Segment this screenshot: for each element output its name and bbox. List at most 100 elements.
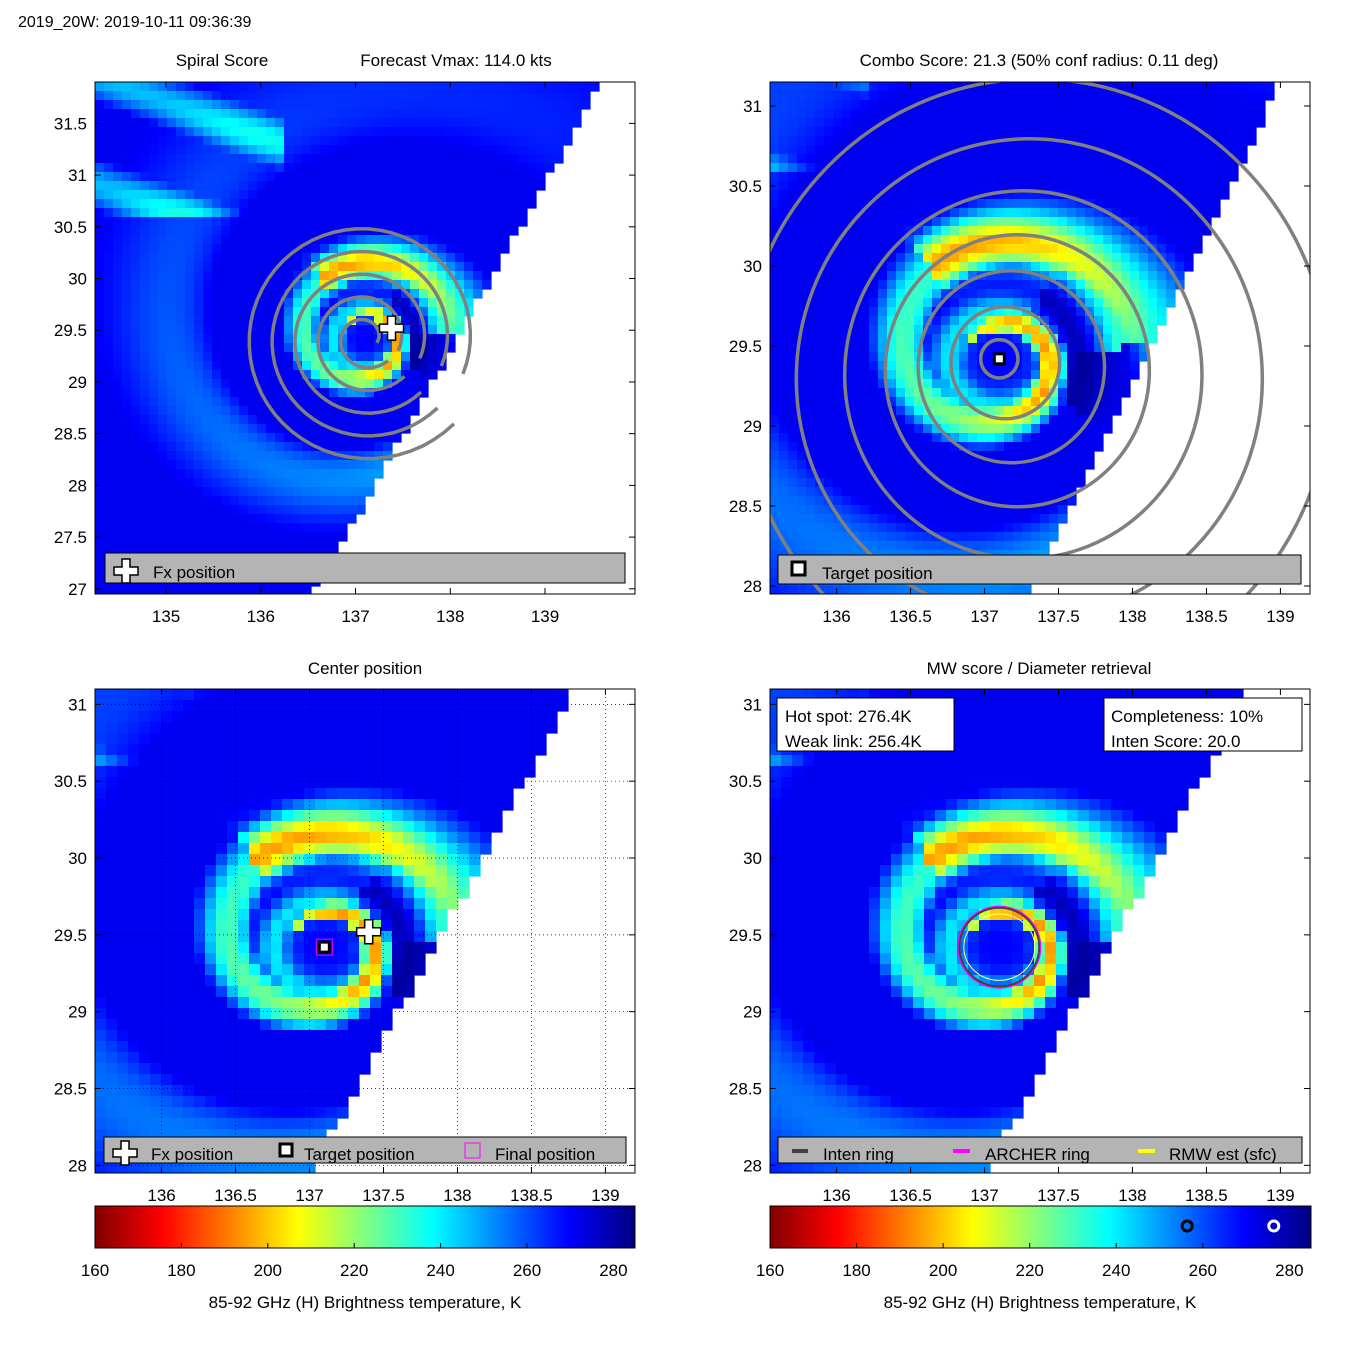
field-cell	[230, 271, 240, 281]
field-cell	[1067, 442, 1077, 452]
field-cell	[1031, 217, 1041, 227]
field-cell	[1013, 523, 1023, 533]
field-cell	[356, 172, 366, 182]
field-cell	[914, 316, 924, 326]
field-cell	[1139, 208, 1149, 218]
field-cell	[941, 406, 951, 416]
field-cell	[1004, 127, 1014, 137]
field-cell	[995, 523, 1005, 533]
field-cell	[968, 91, 978, 101]
field-cell	[158, 82, 168, 92]
field-cell	[365, 172, 375, 182]
field-cell	[302, 289, 312, 299]
field-cell	[1013, 442, 1023, 452]
field-cell	[851, 127, 861, 137]
field-cell	[482, 127, 492, 137]
y-tick-label: 31	[743, 97, 762, 116]
field-cell	[284, 514, 294, 524]
field-cell	[1022, 514, 1032, 524]
field-cell	[104, 361, 114, 371]
field-cell	[401, 316, 411, 326]
field-cell	[131, 244, 141, 254]
field-cell	[436, 711, 448, 723]
field-cell	[779, 91, 789, 101]
field-cell	[329, 343, 339, 353]
field-cell	[914, 334, 924, 344]
field-cell	[329, 487, 339, 497]
field-cell	[1013, 253, 1023, 263]
field-cell	[1004, 424, 1014, 434]
field-cell	[968, 145, 978, 155]
field-cell	[374, 451, 384, 461]
field-cell	[995, 127, 1005, 137]
field-cell	[1049, 478, 1059, 488]
field-cell	[1202, 91, 1212, 101]
field-cell	[1130, 199, 1140, 209]
field-cell	[203, 82, 213, 92]
field-cell	[437, 109, 447, 119]
field-cell	[266, 253, 276, 263]
field-cell	[1013, 316, 1023, 326]
field-cell	[248, 325, 258, 335]
field-cell	[338, 334, 348, 344]
field-cell	[194, 226, 204, 236]
field-cell	[410, 100, 420, 110]
field-cell	[266, 379, 276, 389]
field-cell	[1256, 82, 1266, 92]
field-cell	[824, 343, 834, 353]
field-cell	[221, 361, 231, 371]
field-cell	[230, 505, 240, 515]
field-cell	[788, 478, 798, 488]
field-cell	[167, 514, 177, 524]
field-cell	[113, 451, 123, 461]
field-cell	[149, 442, 159, 452]
field-cell	[554, 127, 564, 137]
field-cell	[1211, 118, 1221, 128]
field-cell	[824, 145, 834, 155]
field-cell	[347, 487, 357, 497]
field-cell	[518, 217, 528, 227]
field-cell	[1175, 100, 1185, 110]
field-cell	[221, 154, 231, 164]
field-cell	[554, 91, 564, 101]
field-cell	[140, 271, 150, 281]
field-cell	[779, 352, 789, 362]
field-cell	[806, 280, 816, 290]
field-cell	[248, 82, 258, 92]
field-cell	[887, 280, 897, 290]
field-cell	[464, 253, 474, 263]
field-cell	[842, 271, 852, 281]
field-cell	[149, 235, 159, 245]
field-cell	[311, 127, 321, 137]
field-cell	[104, 487, 114, 497]
field-cell	[410, 352, 420, 362]
field-cell	[230, 154, 240, 164]
field-cell	[1166, 100, 1176, 110]
field-cell	[203, 379, 213, 389]
field-cell	[914, 514, 924, 524]
field-cell	[221, 145, 231, 155]
field-cell	[1040, 145, 1050, 155]
field-cell	[275, 226, 285, 236]
field-cell	[401, 163, 411, 173]
combo-legend: Target position	[777, 554, 1302, 585]
field-cell	[1202, 199, 1212, 209]
field-cell	[896, 325, 906, 335]
field-cell	[500, 217, 510, 227]
field-cell	[284, 433, 294, 443]
field-cell	[995, 91, 1005, 101]
field-cell	[275, 199, 285, 209]
field-cell	[851, 91, 861, 101]
field-cell	[347, 235, 357, 245]
field-cell	[932, 316, 942, 326]
field-cell	[860, 136, 870, 146]
field-cell	[779, 289, 789, 299]
field-cell	[824, 217, 834, 227]
field-cell	[221, 334, 231, 344]
field-cell	[959, 388, 969, 398]
field-cell	[1076, 199, 1086, 209]
field-cell	[518, 208, 528, 218]
field-cell	[338, 235, 348, 245]
field-cell	[185, 127, 195, 137]
field-cell	[1112, 253, 1122, 263]
